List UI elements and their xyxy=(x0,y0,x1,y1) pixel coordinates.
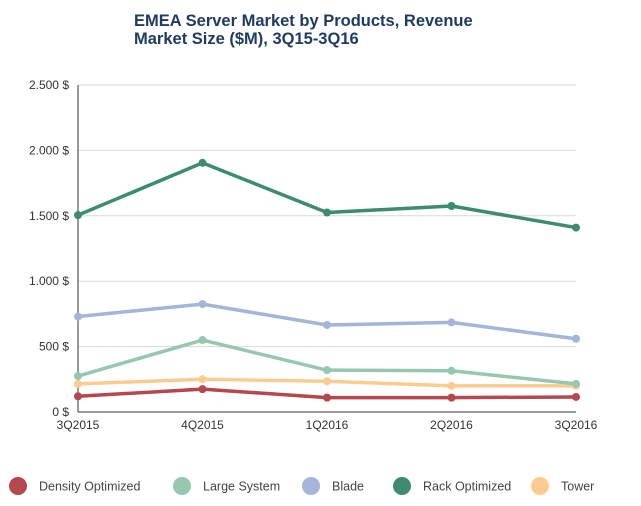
series-line xyxy=(76,161,578,230)
chart-title: EMEA Server Market by Products, Revenue … xyxy=(134,12,554,48)
data-point xyxy=(198,300,207,309)
data-point xyxy=(323,208,331,217)
data-point xyxy=(74,379,82,388)
legend-item: Large System xyxy=(173,477,280,495)
y-tick-label: 1.000 $ xyxy=(29,274,69,288)
series-density-optimized xyxy=(74,385,580,402)
data-point xyxy=(572,334,580,343)
data-point xyxy=(74,392,82,401)
legend-label: Rack Optimized xyxy=(423,480,511,494)
legend-label: Blade xyxy=(332,480,364,494)
x-tick-label: 3Q2015 xyxy=(57,418,100,432)
legend-swatch xyxy=(393,477,411,495)
legend-swatch xyxy=(302,477,320,495)
legend-item: Tower xyxy=(531,477,594,495)
x-tick-label: 1Q2016 xyxy=(306,418,349,432)
data-point xyxy=(198,336,207,345)
legend-label: Density Optimized xyxy=(39,480,140,494)
chart-title-line-2: Market Size ($M), 3Q15-3Q16 xyxy=(134,30,359,48)
data-point xyxy=(198,158,207,167)
x-tick-label: 4Q2015 xyxy=(181,418,224,432)
data-point xyxy=(198,375,207,384)
legend-swatch xyxy=(9,477,27,495)
data-point xyxy=(74,312,82,321)
data-point xyxy=(572,223,580,232)
x-tick-label: 2Q2016 xyxy=(430,418,473,432)
legend-swatch xyxy=(173,477,191,495)
data-point xyxy=(447,381,456,390)
data-point xyxy=(447,393,456,402)
data-point xyxy=(447,318,456,327)
data-point xyxy=(323,377,331,386)
y-tick-label: 500 $ xyxy=(39,340,69,354)
data-point xyxy=(323,366,331,375)
legend-item: Blade xyxy=(302,477,364,495)
legend-item: Density Optimized xyxy=(9,477,140,495)
y-tick-label: 1.500 $ xyxy=(29,209,69,223)
y-tick-label: 2.000 $ xyxy=(29,143,69,157)
x-tick-label: 3Q2016 xyxy=(555,418,598,432)
series-rack-optimized xyxy=(74,158,580,232)
axes: 0 $ 500 $ 1.000 $ 1.500 $ 2.000 $ 2.500 $ 3Q20… xyxy=(29,78,598,432)
legend-label: Tower xyxy=(561,480,594,494)
data-point xyxy=(447,366,456,375)
data-point xyxy=(323,393,331,402)
data-point xyxy=(323,321,331,330)
data-point xyxy=(74,211,82,220)
data-point xyxy=(198,385,207,394)
legend-swatch xyxy=(531,477,549,495)
legend: Density Optimized Large System Blade Rack O… xyxy=(9,477,594,495)
legend-label: Large System xyxy=(203,480,280,494)
series-blade xyxy=(74,300,580,343)
chart-title-line-1: EMEA Server Market by Products, Revenue xyxy=(134,12,473,30)
y-tick-label: 0 $ xyxy=(52,405,69,419)
series-large-system xyxy=(74,336,580,388)
data-point xyxy=(74,372,82,381)
legend-item: Rack Optimized xyxy=(393,477,511,495)
data-point xyxy=(572,379,580,388)
y-tick-label: 2.500 $ xyxy=(29,78,69,92)
data-point xyxy=(447,201,456,210)
data-point xyxy=(572,392,580,401)
series-lines xyxy=(74,158,580,402)
